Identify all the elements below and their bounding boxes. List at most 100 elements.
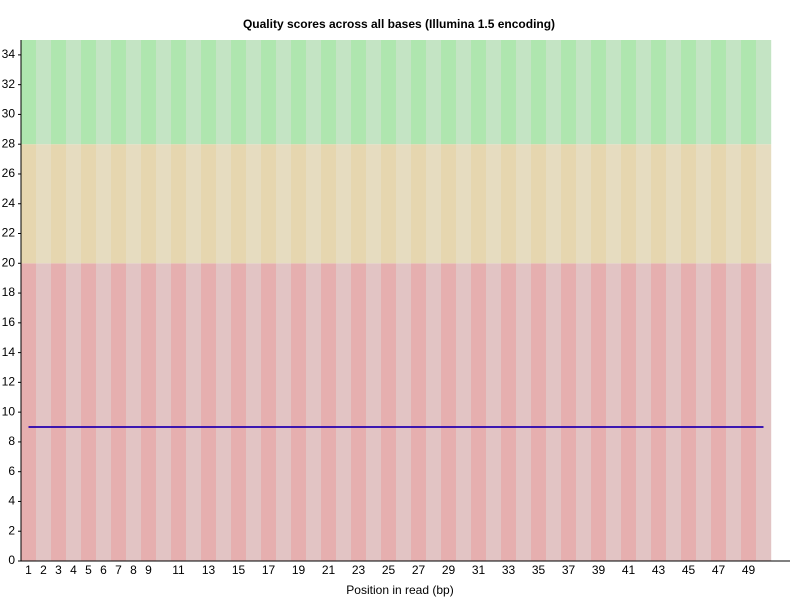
x-tick-label: 37 bbox=[562, 563, 576, 577]
quality-band bbox=[696, 40, 712, 145]
quality-band bbox=[381, 144, 397, 264]
quality-band bbox=[186, 40, 202, 145]
x-tick-label: 47 bbox=[712, 563, 726, 577]
quality-band bbox=[531, 144, 547, 264]
y-tick-label: 2 bbox=[8, 523, 15, 537]
quality-band bbox=[411, 40, 427, 145]
quality-band bbox=[381, 263, 397, 561]
quality-band bbox=[591, 144, 607, 264]
quality-band bbox=[96, 144, 112, 264]
quality-band bbox=[261, 40, 277, 145]
quality-band bbox=[336, 40, 352, 145]
quality-band bbox=[141, 144, 157, 264]
x-tick-label: 17 bbox=[262, 563, 276, 577]
quality-band bbox=[96, 263, 112, 561]
quality-band bbox=[21, 263, 37, 561]
quality-band bbox=[306, 263, 322, 561]
quality-band bbox=[51, 263, 67, 561]
x-tick-label: 2 bbox=[40, 563, 47, 577]
x-tick-label: 5 bbox=[85, 563, 92, 577]
x-tick-label: 29 bbox=[442, 563, 456, 577]
quality-band bbox=[486, 263, 502, 561]
x-tick-label: 9 bbox=[145, 563, 152, 577]
quality-band bbox=[126, 263, 142, 561]
quality-band bbox=[261, 144, 277, 264]
y-tick-label: 34 bbox=[2, 47, 16, 61]
x-tick-label: 33 bbox=[502, 563, 516, 577]
x-tick-label: 13 bbox=[202, 563, 216, 577]
quality-band bbox=[441, 263, 457, 561]
y-tick-label: 20 bbox=[2, 255, 16, 269]
quality-band bbox=[756, 144, 772, 264]
quality-band bbox=[591, 40, 607, 145]
quality-band bbox=[366, 40, 382, 145]
quality-band bbox=[711, 144, 727, 264]
quality-band bbox=[606, 263, 622, 561]
quality-band bbox=[501, 144, 517, 264]
quality-band bbox=[501, 263, 517, 561]
quality-band bbox=[531, 263, 547, 561]
y-tick-label: 18 bbox=[2, 285, 16, 299]
quality-band bbox=[606, 40, 622, 145]
quality-band bbox=[441, 40, 457, 145]
quality-band bbox=[696, 263, 712, 561]
quality-band bbox=[576, 144, 592, 264]
quality-band bbox=[636, 263, 652, 561]
quality-band bbox=[156, 144, 172, 264]
quality-band bbox=[21, 144, 37, 264]
quality-band bbox=[381, 40, 397, 145]
y-tick-label: 24 bbox=[2, 196, 16, 210]
quality-band bbox=[636, 144, 652, 264]
chart-title: Quality scores across all bases (Illumin… bbox=[243, 17, 555, 31]
x-tick-label: 35 bbox=[532, 563, 546, 577]
x-tick-label: 23 bbox=[352, 563, 366, 577]
quality-band bbox=[651, 144, 667, 264]
quality-band bbox=[66, 263, 82, 561]
quality-band bbox=[51, 144, 67, 264]
quality-band bbox=[666, 144, 682, 264]
quality-band bbox=[411, 144, 427, 264]
quality-band bbox=[741, 144, 757, 264]
quality-band bbox=[546, 40, 562, 145]
quality-band bbox=[606, 144, 622, 264]
y-tick-label: 6 bbox=[8, 464, 15, 478]
quality-band bbox=[246, 40, 262, 145]
quality-band bbox=[741, 40, 757, 145]
quality-band bbox=[711, 40, 727, 145]
y-tick-label: 8 bbox=[8, 434, 15, 448]
quality-band bbox=[756, 40, 772, 145]
quality-band bbox=[21, 40, 37, 145]
quality-band bbox=[186, 263, 202, 561]
quality-band bbox=[681, 263, 697, 561]
quality-band bbox=[486, 144, 502, 264]
quality-band bbox=[696, 144, 712, 264]
quality-band bbox=[651, 263, 667, 561]
quality-band bbox=[126, 40, 142, 145]
x-tick-label: 49 bbox=[742, 563, 756, 577]
y-tick-label: 16 bbox=[2, 315, 16, 329]
quality-band bbox=[291, 40, 307, 145]
quality-band bbox=[111, 40, 127, 145]
quality-band bbox=[561, 144, 577, 264]
quality-band bbox=[576, 40, 592, 145]
quality-band bbox=[666, 40, 682, 145]
x-tick-label: 11 bbox=[172, 563, 185, 577]
quality-band bbox=[576, 263, 592, 561]
x-tick-label: 25 bbox=[382, 563, 396, 577]
quality-band bbox=[726, 144, 742, 264]
quality-band bbox=[591, 263, 607, 561]
quality-band bbox=[231, 263, 247, 561]
quality-band bbox=[711, 263, 727, 561]
quality-band bbox=[561, 263, 577, 561]
quality-band bbox=[111, 144, 127, 264]
quality-band bbox=[621, 144, 637, 264]
quality-band bbox=[666, 263, 682, 561]
quality-band bbox=[246, 263, 262, 561]
quality-band bbox=[81, 144, 97, 264]
x-tick-label: 43 bbox=[652, 563, 666, 577]
quality-band bbox=[66, 40, 82, 145]
quality-band bbox=[471, 144, 487, 264]
quality-band bbox=[411, 263, 427, 561]
quality-band bbox=[36, 144, 52, 264]
quality-band bbox=[426, 40, 442, 145]
